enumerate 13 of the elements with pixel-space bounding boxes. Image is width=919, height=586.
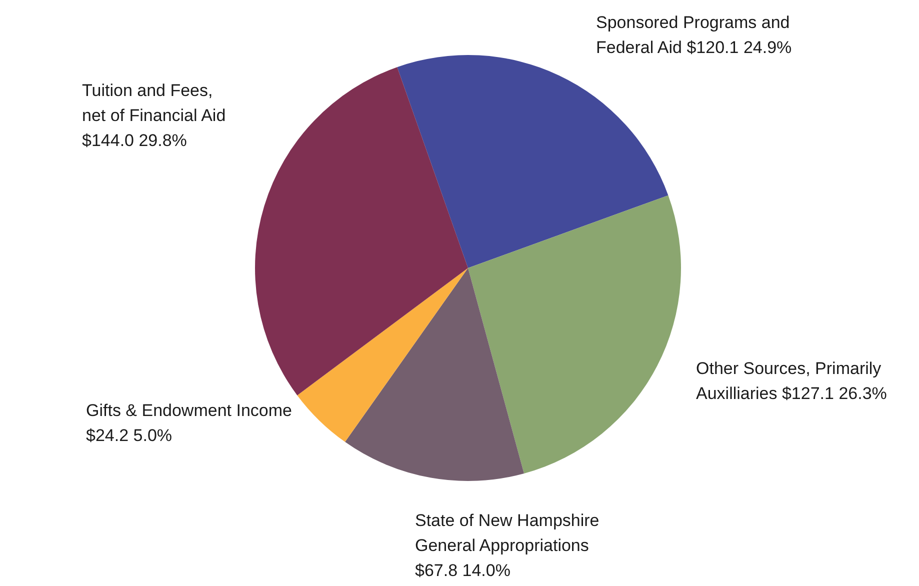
slice-label: State of New Hampshire General Appropriations	[415, 511, 600, 555]
pie-slice	[297, 268, 468, 442]
data-label: $144.0 29.8%	[82, 131, 187, 150]
slice-label: Other Sources, Primarily Auxilliaries $127.1 26.3%	[696, 359, 887, 403]
slice-label: Gifts & Endowment Income	[86, 401, 292, 420]
pie-slice	[468, 195, 681, 474]
pie-slice	[397, 55, 668, 268]
slice-label: Sponsored Programs and Federal Aid $120.1 24.9%	[596, 13, 792, 57]
pie-slice	[255, 67, 468, 396]
data-label: $24.2 5.0%	[86, 426, 172, 445]
slice-label: Tuition and Fees, net of Financial Aid	[82, 81, 226, 125]
data-label: $67.8 14.0%	[415, 561, 510, 580]
pie-slice	[345, 268, 524, 481]
